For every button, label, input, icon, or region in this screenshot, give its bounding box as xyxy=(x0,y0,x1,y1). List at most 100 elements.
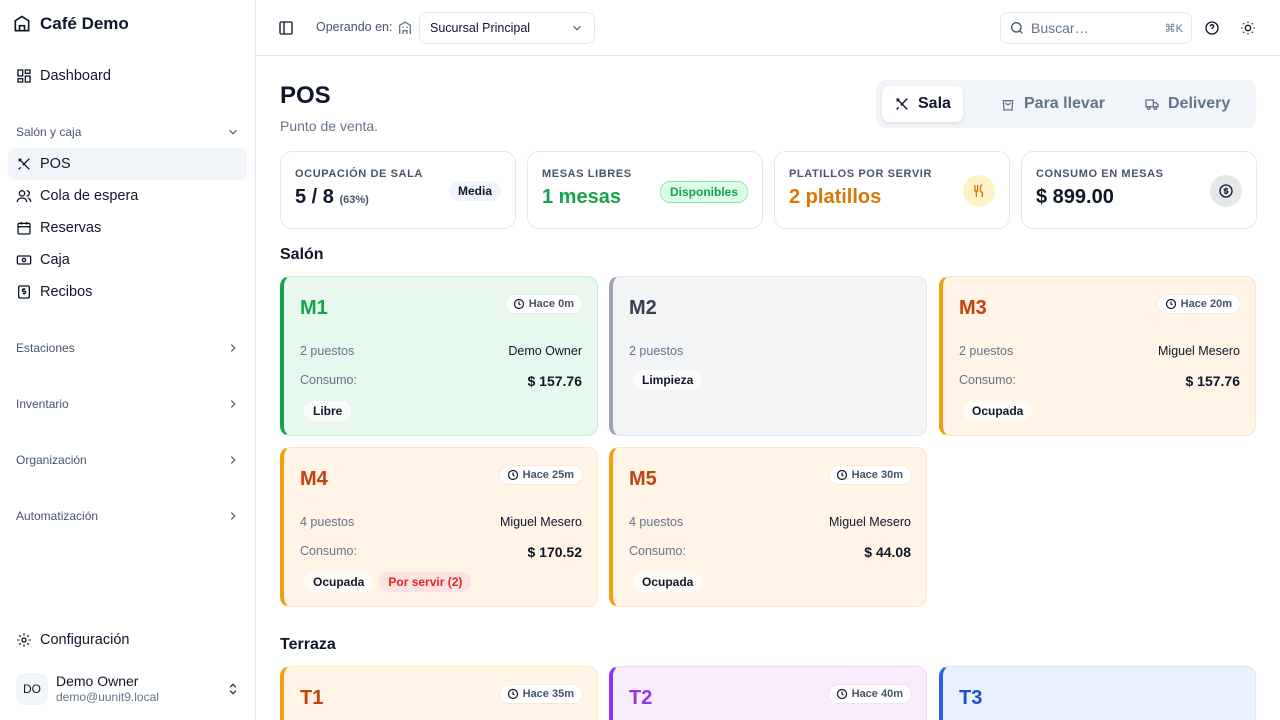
section-label: Organización xyxy=(16,453,87,467)
section-label: Inventario xyxy=(16,397,69,411)
sidebar-section-organization[interactable]: Organización xyxy=(16,450,240,470)
chevrons-up-down-icon xyxy=(229,683,237,695)
users-icon xyxy=(16,190,32,203)
table-time-text: Hace 35m xyxy=(522,688,574,700)
brand-name: Café Demo xyxy=(40,14,129,33)
tab-sala[interactable]: Sala xyxy=(882,86,963,122)
help-icon[interactable] xyxy=(1204,20,1220,36)
sidebar-section-stations[interactable]: Estaciones xyxy=(16,338,240,358)
avatar: DO xyxy=(16,673,48,705)
table-card-m4[interactable]: M4 Hace 25m 4 puestos Miguel Mesero Consu… xyxy=(280,447,598,607)
calendar-icon xyxy=(17,222,31,235)
table-card-m1[interactable]: M1 Hace 0m 2 puestos Demo Owner Consumo: $… xyxy=(280,276,598,436)
stat-value: 2 platillos xyxy=(789,186,882,208)
table-card-m3[interactable]: M3 Hace 20m 2 puestos Miguel Mesero Consu… xyxy=(939,276,1256,436)
sidebar-item-pos[interactable]: POS xyxy=(8,148,247,180)
stat-value: 1 mesas xyxy=(542,186,621,208)
table-name: T3 xyxy=(959,687,983,709)
section-label: Estaciones xyxy=(16,341,75,355)
sidebar-item-receipts[interactable]: Recibos xyxy=(8,276,247,308)
stat-dishes-pending: PLATILLOS POR SERVIR 2 platillos xyxy=(774,151,1010,229)
table-waiter: Demo Owner xyxy=(508,344,582,358)
chevron-down-icon xyxy=(573,25,581,31)
sidebar-item-label: Cola de espera xyxy=(40,188,139,204)
clock-icon xyxy=(836,469,847,481)
chevron-down-icon xyxy=(229,129,237,135)
sidebar-item-label: Caja xyxy=(40,252,70,268)
table-consumo: $ 170.52 xyxy=(527,544,583,560)
building-icon xyxy=(399,21,411,34)
user-name: Demo Owner xyxy=(56,673,139,690)
clock-icon xyxy=(1165,298,1176,310)
clock-icon xyxy=(836,688,847,700)
sidebar-item-reservations[interactable]: Reservas xyxy=(8,212,247,244)
sidebar-section-inventory[interactable]: Inventario xyxy=(16,394,240,414)
stat-label: CONSUMO EN MESAS xyxy=(1036,168,1164,180)
table-time-text: Hace 0m xyxy=(528,298,574,310)
table-time-text: Hace 25m xyxy=(522,469,574,481)
sidebar-item-dashboard[interactable]: Dashboard xyxy=(8,60,247,92)
stat-consumption: CONSUMO EN MESAS $ 899.00 xyxy=(1021,151,1257,229)
sidebar-item-queue[interactable]: Cola de espera xyxy=(8,180,247,212)
search-box[interactable]: ⌘K xyxy=(1000,12,1192,44)
sun-icon[interactable] xyxy=(1240,20,1256,36)
table-time: Hace 20m xyxy=(1157,295,1240,313)
branch-select[interactable]: Sucursal Principal xyxy=(419,12,595,44)
stat-icon xyxy=(963,175,995,207)
dashboard-icon xyxy=(17,69,31,83)
table-seats: 2 puestos xyxy=(959,344,1014,358)
search-shortcut: ⌘K xyxy=(1164,22,1183,35)
dollar-circle-icon xyxy=(1219,184,1233,198)
stat-icon xyxy=(1210,175,1242,207)
table-seats: 2 puestos xyxy=(300,344,355,358)
table-card-t3[interactable]: T3 xyxy=(939,666,1256,720)
sidebar-section-automation[interactable]: Automatización xyxy=(16,506,240,526)
sidebar: Café Demo Dashboard Salón y caja POS Col… xyxy=(0,0,256,720)
table-time: Hace 35m xyxy=(499,685,582,703)
clock-icon xyxy=(507,688,518,700)
search-input[interactable] xyxy=(1031,20,1151,36)
tab-para-llevar[interactable]: Para llevar xyxy=(988,86,1117,122)
tab-delivery[interactable]: Delivery xyxy=(1132,86,1242,122)
search-icon xyxy=(1011,22,1023,34)
status-badge: Media xyxy=(448,181,501,201)
table-time-text: Hace 30m xyxy=(851,469,903,481)
status-badge: Limpieza xyxy=(633,370,703,390)
area-title-terraza: Terraza xyxy=(280,636,336,653)
service-mode-tabs: Sala Para llevar Delivery xyxy=(876,80,1256,128)
status-badge: Disponibles xyxy=(659,181,748,203)
operating-label: Operando en: xyxy=(316,20,393,34)
table-time-text: Hace 40m xyxy=(851,688,903,700)
consumo-label: Consumo: xyxy=(629,544,686,558)
section-label: Automatización xyxy=(16,509,99,523)
status-badge: Ocupada xyxy=(304,572,374,592)
sidebar-item-label: Recibos xyxy=(40,284,93,300)
tab-label: Sala xyxy=(918,95,951,112)
table-card-m5[interactable]: M5 Hace 30m 4 puestos Miguel Mesero Consu… xyxy=(609,447,927,607)
stat-extra: (63%) xyxy=(339,194,369,206)
brand[interactable]: Café Demo xyxy=(12,14,129,34)
sidebar-item-settings[interactable]: Configuración xyxy=(8,624,247,656)
table-card-t2[interactable]: T2 Hace 40m xyxy=(609,666,927,720)
table-name: T1 xyxy=(300,687,324,709)
consumo-label: Consumo: xyxy=(300,373,357,387)
sidebar-item-cash[interactable]: Caja xyxy=(8,244,247,276)
tab-label: Delivery xyxy=(1168,95,1231,112)
chevron-right-icon xyxy=(230,456,236,464)
table-card-m2[interactable]: M2 2 puestos Limpieza xyxy=(609,276,927,436)
pending-badge: Por servir (2) xyxy=(379,572,472,592)
branch-select-value: Sucursal Principal xyxy=(430,21,531,35)
user-menu[interactable]: DO Demo Owner demo@uunit9.local xyxy=(16,670,240,708)
top-header: Operando en: Sucursal Principal ⌘K xyxy=(256,0,1280,56)
chevron-right-icon xyxy=(230,400,236,408)
table-card-t1[interactable]: T1 Hace 35m xyxy=(280,666,598,720)
sidebar-toggle-icon[interactable] xyxy=(278,20,294,36)
consumo-label: Consumo: xyxy=(300,544,357,558)
chevron-right-icon xyxy=(230,512,236,520)
sidebar-item-label: Dashboard xyxy=(40,68,111,84)
sidebar-section-salon[interactable]: Salón y caja xyxy=(16,122,240,142)
chevron-right-icon xyxy=(230,344,236,352)
table-name: M5 xyxy=(629,468,657,490)
table-seats: 2 puestos xyxy=(629,344,684,358)
table-consumo: $ 44.08 xyxy=(864,544,911,560)
